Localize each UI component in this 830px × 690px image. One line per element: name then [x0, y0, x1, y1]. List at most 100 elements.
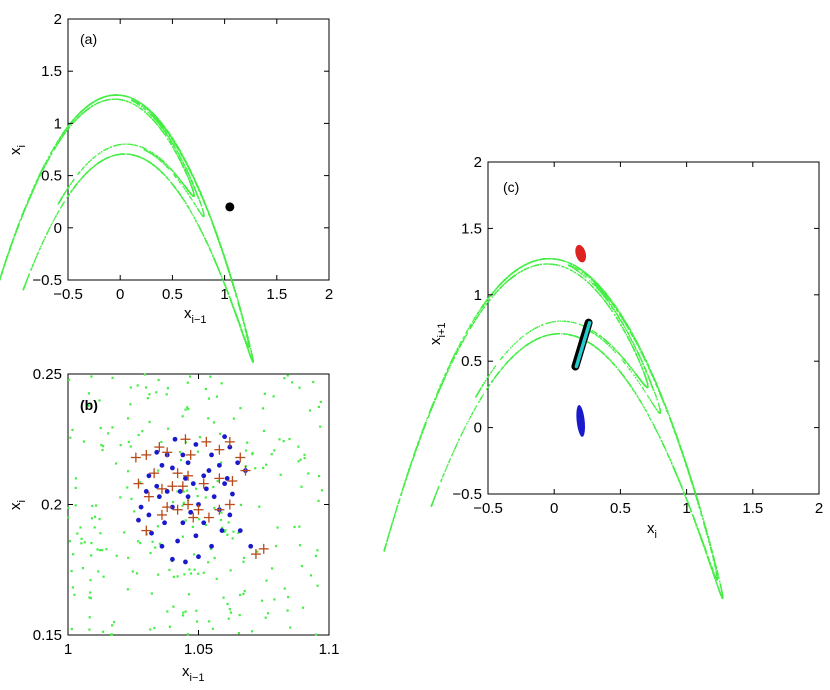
attractor-point [222, 252, 224, 254]
attractor-point [47, 158, 50, 161]
attractor-point [151, 115, 153, 117]
attractor-point [165, 133, 167, 135]
attractor-point [316, 584, 319, 587]
attractor-point [42, 169, 44, 171]
attractor-point [222, 251, 224, 253]
attractor-point [89, 106, 92, 108]
attractor-point [79, 526, 82, 529]
attractor-point [61, 134, 63, 136]
blue-dot [235, 460, 241, 466]
attractor-point [0, 273, 3, 276]
attractor-point [182, 162, 184, 164]
attractor-point [187, 177, 190, 180]
attractor-point [158, 158, 160, 160]
attractor-point [182, 186, 184, 188]
attractor-point [265, 463, 268, 466]
attractor-point [270, 453, 273, 456]
cross-marker [149, 468, 160, 479]
attractor-point [208, 214, 211, 216]
attractor-point [89, 597, 92, 600]
attractor-point [200, 205, 203, 207]
attractor-point [83, 541, 86, 544]
attractor-point [184, 160, 187, 162]
attractor-point [106, 148, 109, 150]
attractor-point [149, 162, 151, 164]
attractor-point [220, 247, 223, 249]
attractor-point [183, 188, 186, 190]
attractor-point [250, 357, 252, 360]
attractor-point [171, 183, 174, 185]
attractor-point [189, 572, 193, 575]
blue-dot [154, 483, 160, 489]
attractor-point [160, 125, 162, 127]
attractor-point [90, 554, 93, 557]
attractor-point [52, 220, 54, 222]
attractor-point [149, 150, 151, 153]
attractor-point [49, 226, 51, 228]
attractor-point [189, 176, 191, 179]
attractor-point [136, 144, 138, 147]
blue-dot [162, 520, 167, 526]
attractor-point [193, 217, 196, 219]
attractor-point [287, 595, 290, 599]
x-tick-label: 1.05 [184, 641, 213, 658]
y-tick-label: 0.15 [33, 627, 62, 644]
attractor-point [91, 167, 93, 169]
attractor-point [15, 229, 18, 231]
attractor-point [163, 174, 166, 176]
attractor-point [90, 517, 94, 520]
attractor-point [212, 485, 215, 489]
blue-dot [209, 452, 214, 458]
attractor-point [186, 633, 189, 636]
attractor-point [93, 157, 95, 159]
attractor-point [213, 227, 216, 230]
attractor-point [190, 171, 192, 174]
attractor-point [168, 625, 172, 628]
attractor-point [124, 95, 126, 97]
attractor-point [272, 395, 275, 398]
attractor-point [133, 510, 136, 513]
attractor-point [213, 257, 215, 259]
attractor-point [248, 352, 250, 354]
attractor-point [170, 143, 172, 145]
attractor-point [115, 98, 117, 100]
attractor-point [174, 186, 176, 188]
attractor-point [113, 98, 116, 100]
attractor-point [235, 294, 237, 297]
attractor-point [117, 98, 120, 101]
attractor-point [48, 157, 50, 159]
attractor-point [139, 107, 141, 109]
attractor-point [16, 228, 18, 230]
attractor-point [178, 148, 180, 150]
attractor-point [81, 566, 85, 570]
attractor-point [220, 511, 223, 514]
attractor-point [293, 525, 296, 529]
attractor-point [178, 192, 180, 194]
attractor-point [205, 241, 208, 243]
attractor-point [7, 252, 10, 255]
attractor-point [105, 95, 107, 97]
attractor-point [175, 152, 177, 154]
attractor-point [216, 233, 218, 236]
attractor-point [68, 540, 72, 543]
attractor-point [96, 102, 99, 105]
attractor-point [205, 240, 207, 242]
attractor-point [73, 178, 75, 181]
attractor-point [232, 417, 235, 420]
attractor-point [67, 187, 69, 189]
attractor-point [246, 344, 248, 346]
attractor-point [239, 309, 241, 312]
attractor-point [176, 575, 179, 578]
attractor-point [3, 266, 5, 268]
attractor-point [231, 304, 234, 306]
attractor-point [254, 467, 257, 470]
attractor-point [149, 109, 151, 112]
attractor-point [176, 190, 178, 192]
attractor-point [154, 121, 156, 123]
attractor-point [114, 154, 116, 156]
attractor-point [74, 186, 76, 188]
cross-marker [224, 436, 235, 447]
attractor-point [75, 116, 77, 118]
attractor-point [121, 153, 123, 155]
attractor-point [177, 191, 180, 194]
